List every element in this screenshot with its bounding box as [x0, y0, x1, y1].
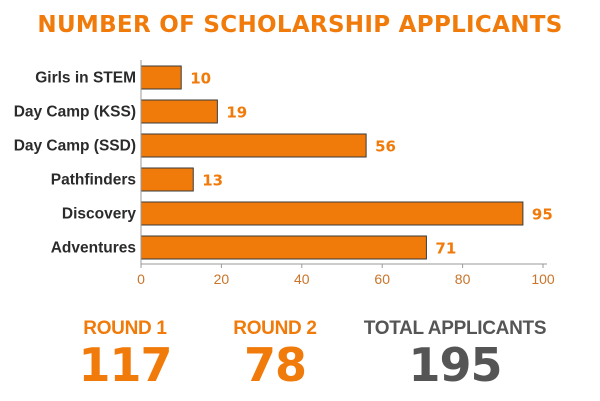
stat-total-value: 195 — [408, 338, 502, 392]
bar-chart: Girls in STEM 10 Day Camp (KSS) 19 Day Camp … — [14, 60, 555, 287]
bar — [140, 167, 194, 192]
bar — [140, 133, 367, 158]
value-label: 13 — [202, 172, 223, 190]
x-tick-label: 20 — [214, 271, 230, 287]
x-tick-label: 40 — [294, 271, 310, 287]
stat-round1-label: ROUND 1 — [83, 318, 167, 339]
category-label: Pathfinders — [51, 172, 136, 189]
bar — [140, 65, 182, 90]
stat-total: TOTAL APPLICANTS 195 — [355, 318, 555, 390]
stat-round1-value: 117 — [78, 338, 172, 392]
stat-round2-value: 78 — [243, 338, 307, 392]
category-label: Adventures — [51, 240, 136, 257]
stat-total-label: TOTAL APPLICANTS — [363, 318, 547, 339]
stat-round1: ROUND 1 117 — [65, 318, 185, 390]
category-label: Day Camp (KSS) — [14, 104, 136, 121]
x-tick-label: 0 — [137, 271, 145, 287]
stat-round2: ROUND 2 78 — [215, 318, 335, 390]
bar — [140, 99, 218, 124]
value-label: 56 — [375, 138, 396, 156]
chart-title: NUMBER OF SCHOLARSHIP APPLICANTS — [37, 12, 563, 38]
category-label: Day Camp (SSD) — [14, 138, 136, 155]
bar — [140, 235, 427, 260]
value-label: 19 — [226, 104, 247, 122]
value-label: 71 — [435, 240, 456, 258]
category-label: Girls in STEM — [35, 70, 136, 87]
category-label: Discovery — [62, 206, 136, 223]
value-label: 10 — [190, 70, 211, 88]
x-tick-label: 80 — [455, 271, 471, 287]
bar — [140, 201, 524, 226]
value-label: 95 — [532, 206, 553, 224]
x-tick-label: 60 — [374, 271, 390, 287]
stat-round2-label: ROUND 2 — [233, 318, 317, 339]
x-tick-label: 100 — [531, 271, 555, 287]
